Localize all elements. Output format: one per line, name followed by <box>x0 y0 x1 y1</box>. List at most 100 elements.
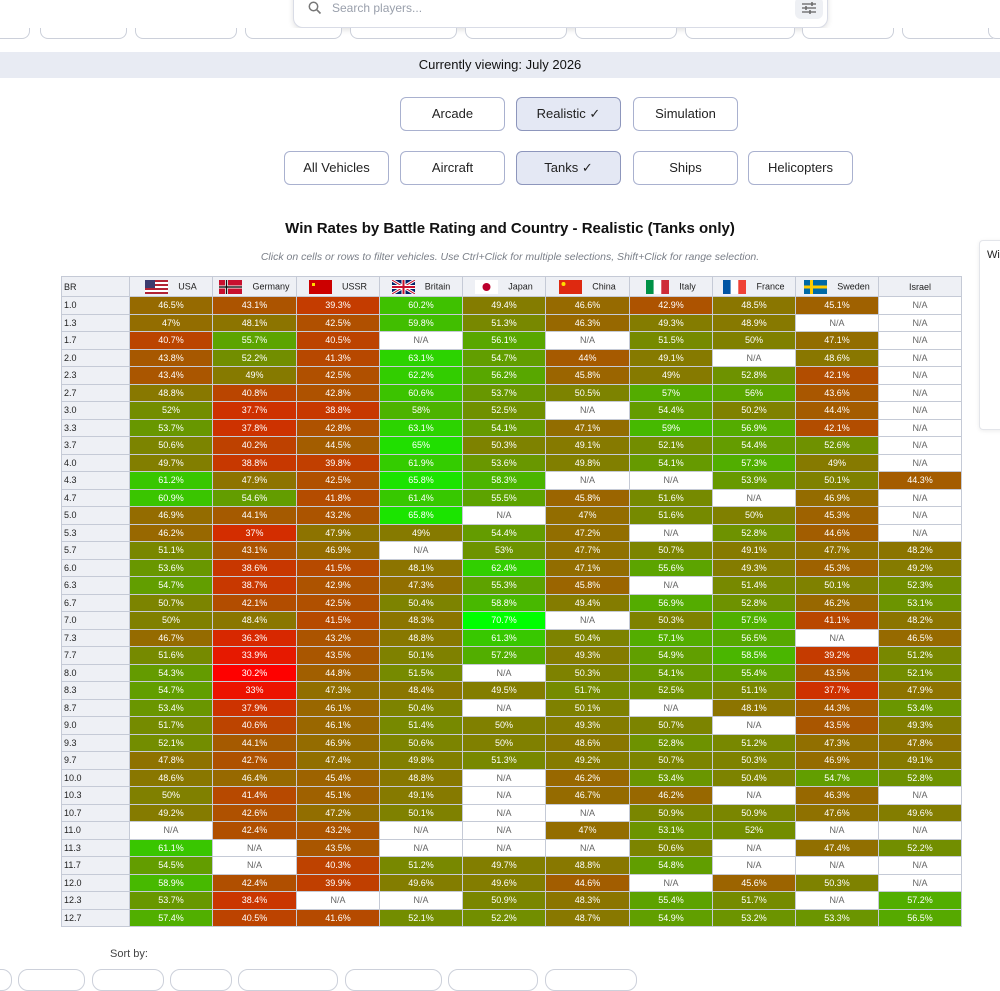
heatmap-cell[interactable]: 57.5% <box>712 611 796 630</box>
br-label[interactable]: 7.7 <box>61 646 130 665</box>
heatmap-cell[interactable]: N/A <box>712 348 796 367</box>
heatmap-cell[interactable]: 50.7% <box>629 716 713 735</box>
heatmap-cell[interactable]: 51.1% <box>129 541 213 560</box>
heatmap-cell[interactable]: 48.1% <box>212 313 297 332</box>
heatmap-cell[interactable]: 48.2% <box>878 611 962 630</box>
heatmap-cell[interactable]: 40.5% <box>296 331 380 350</box>
heatmap-cell[interactable]: 57% <box>629 383 713 402</box>
heatmap-cell[interactable]: 61.4% <box>379 488 463 507</box>
heatmap-cell[interactable]: 49.1% <box>545 436 630 455</box>
heatmap-cell[interactable]: 46.2% <box>545 768 630 787</box>
heatmap-cell[interactable]: 51.6% <box>629 506 713 525</box>
heatmap-cell[interactable]: 48.8% <box>379 628 463 647</box>
heatmap-cell[interactable]: 56.2% <box>462 366 546 385</box>
heatmap-cell[interactable]: 50.1% <box>379 646 463 665</box>
heatmap-cell[interactable]: 54.5% <box>129 856 213 875</box>
br-label[interactable]: 6.7 <box>61 593 130 612</box>
table-row[interactable]: 5.0 46.9% 44.1% 43.2% 65.8% N/A 47% 51.6% 50% 45.… <box>61 506 962 525</box>
table-row[interactable]: 3.3 53.7% 37.8% 42.8% 63.1% 54.1% 47.1% 59% 56.9… <box>61 418 962 437</box>
heatmap-cell[interactable]: 43.2% <box>296 821 380 840</box>
heatmap-cell[interactable]: N/A <box>462 506 546 525</box>
table-row[interactable]: 4.7 60.9% 54.6% 41.8% 61.4% 55.5% 45.8% 51.6% N/… <box>61 488 962 507</box>
heatmap-cell[interactable]: 47.2% <box>296 803 380 822</box>
heatmap-cell[interactable]: 47.6% <box>795 803 879 822</box>
heatmap-cell[interactable]: 53.7% <box>462 383 546 402</box>
top-tab[interactable] <box>685 28 795 39</box>
br-label[interactable]: 3.0 <box>61 401 130 420</box>
heatmap-cell[interactable]: 55.4% <box>629 891 713 910</box>
heatmap-cell[interactable]: 47% <box>129 313 213 332</box>
heatmap-cell[interactable]: 45.8% <box>545 366 630 385</box>
table-row[interactable]: 2.7 48.8% 40.8% 42.8% 60.6% 53.7% 50.5% 57% 56% 4… <box>61 383 962 402</box>
table-row[interactable]: 1.7 40.7% 55.7% 40.5% N/A 56.1% N/A 51.5% 50% 47.… <box>61 331 962 350</box>
br-label[interactable]: 12.3 <box>61 891 130 910</box>
heatmap-cell[interactable]: 47.9% <box>212 471 297 490</box>
country-header-germany[interactable]: Germany <box>212 276 297 297</box>
heatmap-cell[interactable]: 46.5% <box>878 628 962 647</box>
heatmap-cell[interactable]: N/A <box>878 506 962 525</box>
heatmap-cell[interactable]: 41.4% <box>212 786 297 805</box>
heatmap-cell[interactable]: 42.6% <box>212 803 297 822</box>
sort-option[interactable] <box>170 969 232 991</box>
heatmap-cell[interactable]: N/A <box>878 366 962 385</box>
heatmap-cell[interactable]: 44.3% <box>795 698 879 717</box>
heatmap-cell[interactable]: 50.6% <box>629 838 713 857</box>
heatmap-cell[interactable]: 49.8% <box>379 751 463 770</box>
country-header-sweden[interactable]: Sweden <box>795 276 879 297</box>
heatmap-cell[interactable]: 53% <box>462 541 546 560</box>
table-row[interactable]: 1.3 47% 48.1% 42.5% 59.8% 51.3% 46.3% 49.3% 48.9… <box>61 313 962 332</box>
heatmap-cell[interactable]: 49.3% <box>712 558 796 577</box>
heatmap-cell[interactable]: N/A <box>878 453 962 472</box>
heatmap-cell[interactable]: N/A <box>545 401 630 420</box>
br-column-header[interactable]: BR <box>61 276 130 297</box>
heatmap-cell[interactable]: 46.9% <box>795 488 879 507</box>
heatmap-cell[interactable]: 45.1% <box>795 296 879 315</box>
heatmap-cell[interactable]: 56% <box>712 383 796 402</box>
heatmap-cell[interactable]: 49.1% <box>878 751 962 770</box>
search-bar[interactable]: Search players... <box>293 0 828 28</box>
sort-option[interactable] <box>18 969 85 991</box>
type-all-vehicles-button[interactable]: All Vehicles <box>284 151 389 185</box>
heatmap-cell[interactable]: 53.9% <box>712 471 796 490</box>
br-label[interactable]: 8.7 <box>61 698 130 717</box>
heatmap-cell[interactable]: N/A <box>878 313 962 332</box>
heatmap-cell[interactable]: 37.9% <box>212 698 297 717</box>
heatmap-cell[interactable]: 48.1% <box>379 558 463 577</box>
heatmap-cell[interactable]: 55.4% <box>712 663 796 682</box>
table-row[interactable]: 7.7 51.6% 33.9% 43.5% 50.1% 57.2% 49.3% 54.9% 58… <box>61 646 962 665</box>
heatmap-cell[interactable]: 50.3% <box>545 663 630 682</box>
heatmap-cell[interactable]: 42.1% <box>212 593 297 612</box>
heatmap-cell[interactable]: 53.7% <box>129 418 213 437</box>
heatmap-cell[interactable]: 49.4% <box>462 296 546 315</box>
heatmap-cell[interactable]: 54.9% <box>629 908 713 927</box>
heatmap-cell[interactable]: 54.7% <box>129 576 213 595</box>
heatmap-cell[interactable]: 56.5% <box>712 628 796 647</box>
heatmap-cell[interactable]: N/A <box>629 873 713 892</box>
heatmap-cell[interactable]: 44.1% <box>212 733 297 752</box>
heatmap-cell[interactable]: 47.4% <box>296 751 380 770</box>
heatmap-cell[interactable]: 51.4% <box>379 716 463 735</box>
heatmap-cell[interactable]: 48.3% <box>545 891 630 910</box>
heatmap-cell[interactable]: N/A <box>795 313 879 332</box>
heatmap-cell[interactable]: 46.5% <box>129 296 213 315</box>
heatmap-cell[interactable]: 41.5% <box>296 611 380 630</box>
heatmap-cell[interactable]: 54.9% <box>629 646 713 665</box>
br-label[interactable]: 11.7 <box>61 856 130 875</box>
heatmap-cell[interactable]: 51.7% <box>545 681 630 700</box>
heatmap-cell[interactable]: N/A <box>712 786 796 805</box>
heatmap-cell[interactable]: 46.7% <box>545 786 630 805</box>
heatmap-cell[interactable]: N/A <box>795 891 879 910</box>
heatmap-cell[interactable]: 52% <box>712 821 796 840</box>
heatmap-cell[interactable]: 52.2% <box>462 908 546 927</box>
heatmap-cell[interactable]: 49.3% <box>545 716 630 735</box>
heatmap-cell[interactable]: N/A <box>462 768 546 787</box>
heatmap-cell[interactable]: 54.4% <box>462 523 546 542</box>
heatmap-cell[interactable]: 46.2% <box>629 786 713 805</box>
heatmap-cell[interactable]: N/A <box>712 488 796 507</box>
heatmap-cell[interactable]: 39.3% <box>296 296 380 315</box>
heatmap-cell[interactable]: 52.2% <box>878 838 962 857</box>
heatmap-cell[interactable]: 37% <box>212 523 297 542</box>
heatmap-cell[interactable]: 52% <box>129 401 213 420</box>
heatmap-cell[interactable]: 62.2% <box>379 366 463 385</box>
heatmap-cell[interactable]: 40.2% <box>212 436 297 455</box>
